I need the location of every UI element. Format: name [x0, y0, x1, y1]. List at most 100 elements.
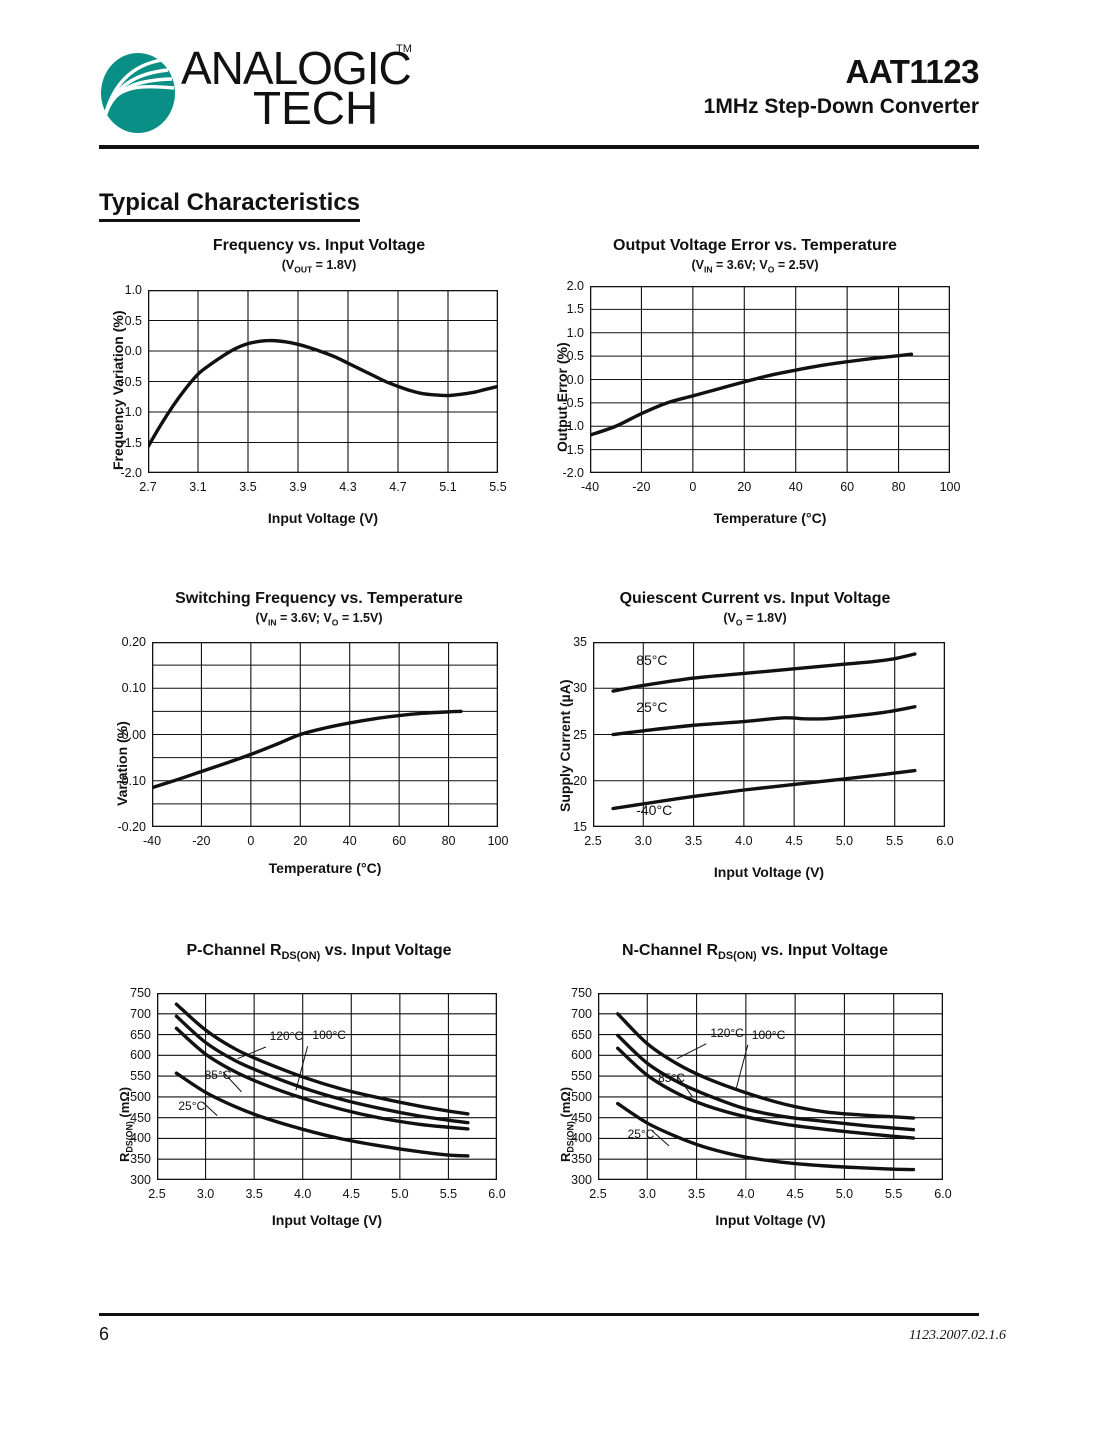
company-logo: ANALOGIC TM TECH [99, 43, 412, 147]
y-axis-label: Supply Current (µA) [557, 679, 573, 812]
y-tick-label: 650 [130, 1027, 151, 1042]
figure-subtitle: (VIN = 3.6V; VO = 2.5V) [691, 258, 819, 275]
x-tick-label: -40 [580, 480, 600, 494]
y-tick-label: 400 [571, 1131, 592, 1146]
y-tick-label: 500 [571, 1089, 592, 1104]
y-tick-label: -1.0 [120, 405, 142, 419]
series-annotation: 85°C [658, 1071, 685, 1086]
plot-area-freq-vs-vin [148, 290, 498, 473]
y-tick-label: 25 [573, 727, 587, 742]
part-number: AAT1123 [845, 53, 980, 90]
x-tick-label: 60 [392, 834, 407, 848]
x-tick-label: 20 [293, 834, 308, 848]
x-tick-label: 40 [342, 834, 357, 848]
figure-subtitle: (VO = 1.8V) [723, 611, 787, 628]
x-tick-label: 0 [689, 480, 697, 494]
y-tick-label: -2.0 [120, 466, 142, 480]
x-tick-label: 100 [487, 834, 509, 848]
x-tick-label: 2.7 [139, 480, 157, 494]
plot-area-nch-rdson-vs-vin [598, 993, 943, 1180]
trademark-icon: TM [396, 43, 412, 55]
x-tick-label: 4.0 [737, 1187, 755, 1201]
figure-header-iq-vs-vin: Quiescent Current vs. Input Voltage (VO =… [530, 589, 980, 631]
y-tick-label: -0.5 [120, 374, 142, 389]
header-divider [99, 145, 979, 149]
page-title: Typical Characteristics [99, 189, 361, 222]
y-tick-label: 550 [130, 1069, 151, 1084]
series-annotation: 25°C [627, 1126, 655, 1141]
y-tick-label: 0.00 [121, 727, 146, 742]
y-tick-label: 0.5 [124, 313, 142, 328]
series-annotation: 25°C [178, 1098, 206, 1113]
y-tick-label: 450 [130, 1110, 151, 1125]
logo-wordmark: ANALOGIC TM TECH [181, 41, 412, 141]
y-tick-label: 300 [130, 1173, 151, 1187]
y-tick-label: -2.0 [562, 466, 584, 480]
x-tick-label: 3.9 [289, 480, 307, 494]
x-tick-label: 5.5 [886, 834, 904, 848]
y-axis-label: Variation (%) [114, 721, 130, 806]
series-annotation: -40°C [636, 802, 673, 819]
y-tick-label: 0.10 [121, 681, 146, 696]
x-tick-label: 6.0 [936, 834, 954, 848]
x-axis-label: Input Voltage (V) [267, 510, 379, 526]
y-tick-label: -0.20 [117, 820, 147, 834]
x-tick-label: 3.0 [634, 834, 652, 848]
y-tick-label: -0.10 [117, 773, 147, 788]
x-axis-label: Input Voltage (V) [713, 864, 825, 880]
y-tick-label: 600 [130, 1048, 151, 1063]
y-tick-label: 500 [130, 1089, 151, 1104]
y-axis-label: RDS(ON) (mΩ) [558, 1086, 576, 1162]
x-tick-label: 5.0 [391, 1187, 409, 1201]
x-axis-label: Input Voltage (V) [271, 1212, 383, 1228]
figure-title: Output Voltage Error vs. Temperature [613, 237, 897, 254]
x-tick-label: 80 [891, 480, 906, 494]
y-tick-label: 600 [571, 1048, 592, 1063]
logo-line-analogic: ANALOGIC [181, 42, 412, 94]
series-annotation: 120°C [269, 1028, 304, 1043]
series-annotation: 85°C [204, 1067, 232, 1082]
page-number: 6 [99, 1324, 110, 1344]
y-tick-label: 30 [573, 681, 587, 696]
x-tick-label: 2.5 [589, 1187, 607, 1201]
x-tick-label: 3.0 [638, 1187, 656, 1201]
x-tick-label: 4.5 [342, 1187, 360, 1201]
y-tick-label: 700 [571, 1006, 592, 1021]
logo-line-tech: TECH [253, 82, 379, 134]
y-tick-label: 0.0 [566, 372, 584, 387]
x-tick-label: 80 [441, 834, 456, 848]
y-tick-label: 1.0 [566, 325, 584, 340]
y-tick-label: 450 [571, 1110, 592, 1125]
header-part-block: AAT1123 1MHz Step-Down Converter [704, 53, 980, 120]
x-tick-label: 4.0 [294, 1187, 312, 1201]
x-tick-label: 3.1 [189, 480, 207, 494]
y-tick-label: -1.5 [562, 442, 584, 457]
x-tick-label: -20 [192, 834, 211, 848]
x-tick-label: 3.5 [245, 1187, 263, 1201]
figure-subtitle: (VOUT = 1.8V) [281, 258, 357, 275]
y-tick-label: -0.5 [562, 395, 584, 410]
y-tick-label: 35 [573, 635, 587, 649]
figure-header-fsw-vs-temp: Switching Frequency vs. Temperature (VIN … [99, 589, 539, 631]
figure-title: Switching Frequency vs. Temperature [175, 590, 463, 607]
plot-area-iq-vs-vin [593, 642, 945, 827]
y-tick-label: 0.20 [121, 635, 146, 649]
x-tick-label: 3.5 [687, 1187, 706, 1201]
y-axis-label: Output Error (%) [554, 342, 570, 452]
x-tick-label: 5.0 [835, 834, 854, 848]
x-tick-label: 5.1 [439, 480, 457, 494]
series-annotation: 100°C [751, 1027, 786, 1042]
y-tick-label: 700 [130, 1006, 151, 1021]
series-annotation: 120°C [710, 1025, 744, 1040]
x-tick-label: 3.0 [196, 1187, 215, 1201]
series-annotation: 25°C [636, 698, 668, 715]
y-tick-label: 550 [571, 1069, 592, 1084]
analogic-globe-icon [100, 53, 175, 133]
figure-title: Frequency vs. Input Voltage [212, 237, 426, 254]
x-tick-label: 20 [737, 480, 752, 494]
x-tick-label: 6.0 [934, 1187, 952, 1201]
figure-header-pch-rdson-vs-vin: P-Channel RDS(ON) vs. Input Voltage [99, 941, 539, 966]
x-tick-label: 6.0 [488, 1187, 506, 1201]
y-axis-label: Frequency Variation (%) [110, 310, 126, 470]
